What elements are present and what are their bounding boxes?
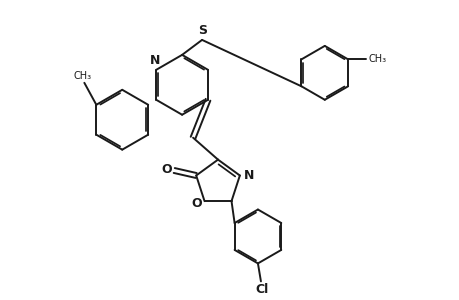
Text: CH₃: CH₃ (367, 54, 386, 64)
Text: O: O (190, 196, 201, 210)
Text: Cl: Cl (255, 284, 268, 296)
Text: CH₃: CH₃ (73, 71, 91, 81)
Text: N: N (243, 169, 254, 182)
Text: O: O (161, 163, 172, 176)
Text: N: N (150, 54, 160, 67)
Text: S: S (198, 24, 207, 37)
